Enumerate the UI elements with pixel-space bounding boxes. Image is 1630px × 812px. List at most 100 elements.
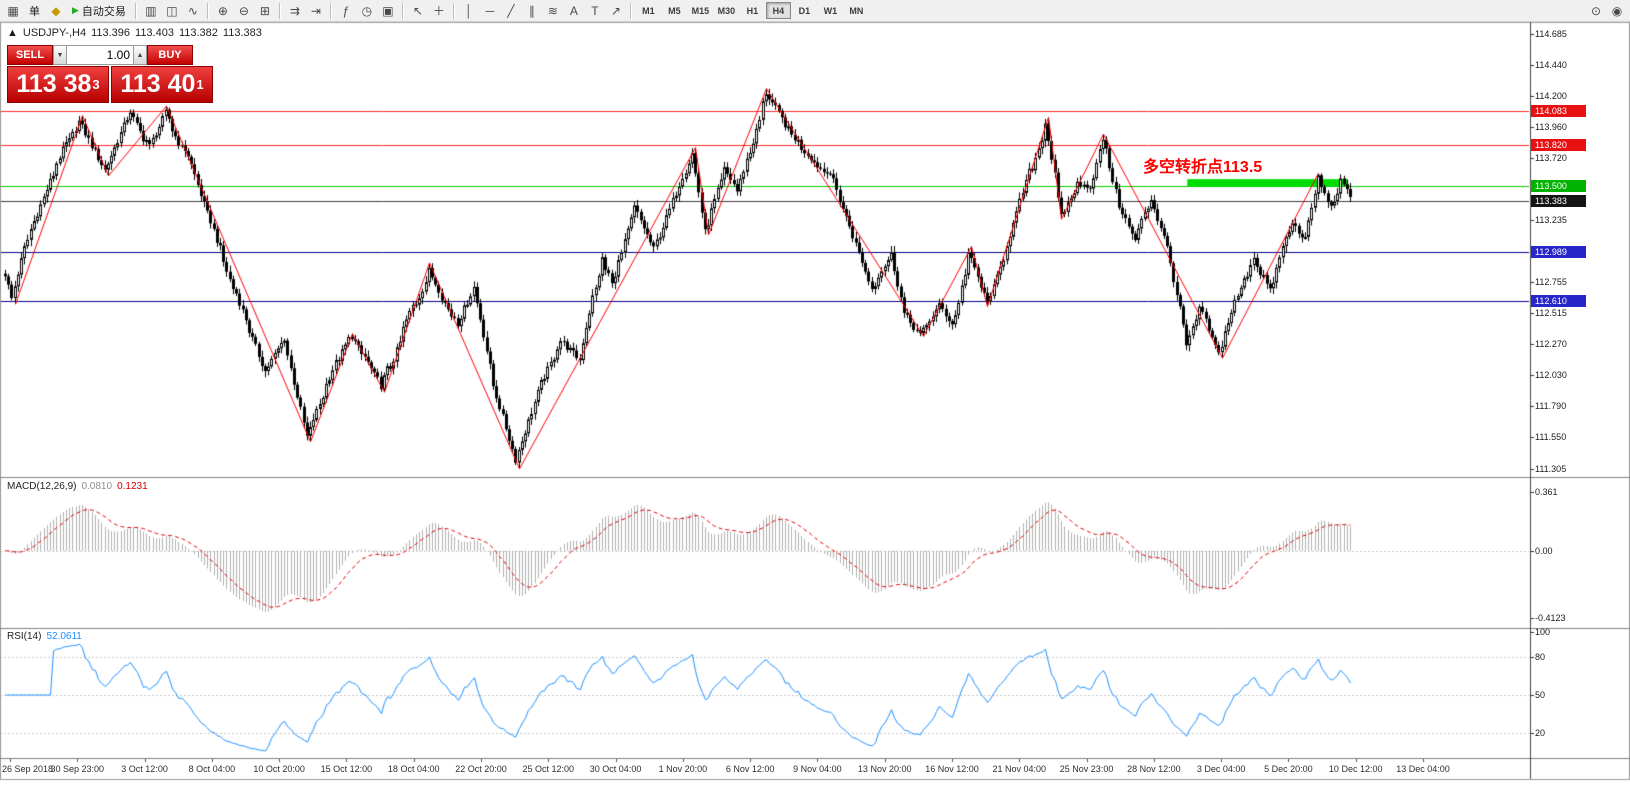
rsi-axis-tick: 20 [1535, 727, 1546, 738]
price-axis-tick: 112.270 [1535, 339, 1567, 350]
timeframe-m5[interactable]: M5 [668, 5, 681, 16]
timeframe-m15[interactable]: M15 [691, 5, 710, 16]
rsi-axis-tick: 50 [1535, 690, 1546, 700]
timeframe-mn[interactable]: MN [849, 5, 864, 16]
time-axis-label: 6 Nov 12:00 [725, 764, 775, 774]
arrow-objects-icon[interactable]: ↗ [610, 3, 621, 18]
sell-button[interactable]: SELL [7, 45, 53, 65]
timeframe-h1[interactable]: H1 [746, 5, 759, 16]
zoom-chart-icon[interactable]: ⊙ [1590, 3, 1602, 18]
chart-annotation-text[interactable]: 多空转折点113.5 [1143, 159, 1263, 176]
price-axis-tick: 114.440 [1535, 60, 1567, 71]
autotrading-play-icon: ▶ [72, 5, 79, 15]
price-axis-tick: 111.305 [1535, 463, 1567, 474]
tile-windows-icon[interactable]: ⊞ [259, 3, 270, 18]
price-axis-tick: 112.515 [1535, 307, 1567, 318]
timeframe-d1[interactable]: D1 [798, 5, 811, 16]
price-badge: 113.383 [1531, 195, 1586, 208]
text-icon[interactable]: A [569, 3, 578, 18]
time-axis-label: 13 Nov 20:00 [857, 764, 912, 774]
toolbar-left: ▦ 单 ◆ ▶ 自动交易 ▥ ◫ ∿ ⊕ ⊖ ⊞ ⇉ ⇥ ƒ ◷ ▣ ↖ ＋ │ ─ ╱ ∥ ≋ A T ↗ M1 M5 M15 M30 H… [3, 0, 869, 22]
price-badge: 112.610 [1531, 294, 1586, 307]
indicators-icon[interactable]: ƒ [342, 3, 350, 18]
text-label-icon[interactable]: T [591, 3, 599, 18]
new-order-icon[interactable]: ▦ [7, 3, 19, 18]
ohlc-low: 113.382 [178, 27, 218, 39]
price-axis-tick: 114.200 [1535, 91, 1567, 102]
buy-price-button[interactable]: 113 40 1 [111, 66, 213, 103]
new-order-button-label: 单 [29, 5, 40, 18]
timeframe-m30[interactable]: M30 [717, 5, 736, 16]
crosshair-icon[interactable]: ＋ [432, 4, 445, 18]
rsi-value: 52.0611 [46, 631, 82, 642]
channel-icon[interactable]: ∥ [528, 3, 535, 18]
time-axis-label: 30 Oct 04:00 [589, 764, 642, 774]
buy-button[interactable]: BUY [147, 45, 193, 65]
sell-price-pip: 3 [92, 77, 100, 92]
periods-icon[interactable]: ◷ [361, 3, 373, 18]
toolbar-separator [401, 2, 404, 19]
new-order-button[interactable]: 单 [24, 2, 45, 20]
price-axis-tick: 114.685 [1535, 28, 1567, 39]
rsi-axis-tick: 80 [1535, 652, 1546, 663]
search-symbols-icon[interactable]: ◉ [1611, 3, 1623, 18]
trade-panel-prices: 113 38 3 113 40 1 [7, 66, 213, 103]
zoom-in-icon[interactable]: ⊕ [217, 3, 228, 18]
fibonacci-icon[interactable]: ≋ [547, 3, 558, 18]
sell-price-button[interactable]: 113 38 3 [7, 66, 109, 103]
toolbar-right: ⊙ ◉ [1586, 0, 1627, 22]
time-axis-label: 30 Sep 23:00 [50, 764, 105, 774]
time-axis-label: 9 Nov 04:00 [793, 764, 842, 774]
timeframe-h4[interactable]: H4 [765, 2, 791, 19]
time-axis-label: 16 Nov 12:00 [925, 764, 979, 774]
toolbar-separator [329, 2, 332, 19]
time-axis-label: 22 Oct 20:00 [455, 764, 507, 774]
chart-shift-icon[interactable]: ⇥ [310, 3, 321, 18]
zoom-out-icon[interactable]: ⊖ [238, 3, 249, 18]
macd-label: MACD(12,26,9) 0.0810 0.1231 [7, 481, 148, 492]
sell-price: 113 38 [16, 70, 92, 98]
time-axis-label: 13 Dec 04:00 [1396, 764, 1450, 774]
volume-input[interactable]: 1.00 [67, 45, 133, 65]
symbol-title: USDJPY-,H4 [22, 27, 87, 39]
main-toolbar: ▦ 单 ◆ ▶ 自动交易 ▥ ◫ ∿ ⊕ ⊖ ⊞ ⇉ ⇥ ƒ ◷ ▣ ↖ ＋ │ ─ ╱ ∥ ≋ A T ↗ M1 M5 M15 M30 H… [0, 0, 1630, 22]
volume-up-button[interactable]: ▲ [133, 45, 147, 65]
buy-price-pip: 1 [196, 77, 204, 92]
horizontal-line-icon[interactable]: ─ [485, 3, 495, 18]
buy-price: 113 40 [120, 70, 196, 98]
price-axis-tick: 112.030 [1535, 370, 1567, 381]
price-axis-tick: 113.960 [1535, 121, 1567, 132]
chart-header: ▲ USDJPY-,H4 113.396 113.403 113.382 113… [7, 27, 262, 39]
market-icon[interactable]: ◆ [51, 3, 61, 18]
vertical-line-icon[interactable]: │ [465, 3, 473, 18]
time-axis-label: 5 Dec 20:00 [1264, 764, 1313, 774]
templates-icon[interactable]: ▣ [382, 3, 394, 18]
volume-down-button[interactable]: ▼ [53, 45, 67, 65]
macd-axis-tick: -0.4123 [1535, 613, 1566, 624]
price-axis-tick: 113.235 [1535, 215, 1567, 226]
price-badge: 114.083 [1531, 105, 1586, 118]
price-badge: 113.820 [1531, 138, 1586, 151]
rsi-axis-tick: 100 [1535, 627, 1551, 637]
trendline-icon[interactable]: ╱ [507, 3, 515, 18]
timeframe-w1[interactable]: W1 [823, 5, 838, 16]
time-axis-label: 10 Oct 20:00 [253, 764, 305, 774]
trade-panel-controls: SELL ▼ 1.00 ▲ BUY [7, 45, 213, 65]
auto-scroll-icon[interactable]: ⇉ [289, 3, 300, 18]
toolbar-separator [278, 2, 281, 19]
candlestick-chart-icon[interactable]: ◫ [166, 3, 178, 18]
rsi-name: RSI(14) [7, 631, 42, 642]
time-axis-label: 21 Nov 04:00 [992, 764, 1047, 774]
timeframe-m1[interactable]: M1 [642, 5, 655, 16]
cursor-icon[interactable]: ↖ [412, 3, 423, 18]
line-chart-icon[interactable]: ∿ [187, 3, 198, 18]
ohlc-close: 113.383 [222, 27, 262, 39]
price-axis-tick: 112.755 [1535, 277, 1567, 288]
time-axis-label: 26 Sep 2018 [2, 764, 54, 774]
autotrading-button[interactable]: ▶ 自动交易 [67, 2, 131, 20]
bars-chart-icon[interactable]: ▥ [145, 3, 157, 18]
macd-axis-tick: 0.361 [1535, 486, 1558, 497]
